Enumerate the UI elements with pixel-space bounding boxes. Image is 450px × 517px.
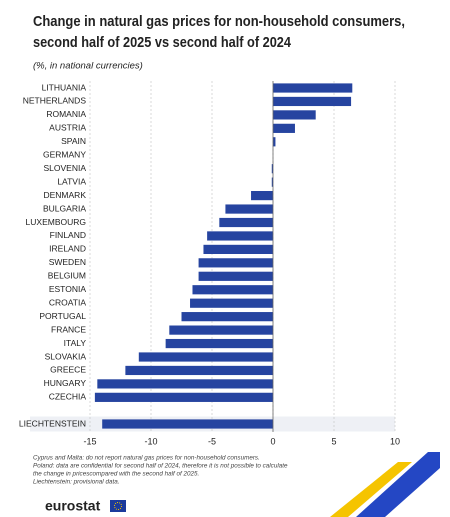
y-tick-label: ITALY xyxy=(64,338,87,348)
y-tick-label: HUNGARY xyxy=(44,378,87,388)
eu-flag-stars xyxy=(114,502,122,510)
x-tick-label: -15 xyxy=(83,436,96,446)
bar xyxy=(94,392,273,402)
y-tick-label: DENMARK xyxy=(43,190,86,200)
logo-text: eurostat xyxy=(45,498,101,514)
footnote: Cyprus and Malta: do not report natural … xyxy=(33,455,260,462)
chart-subtitle: (%, in national currencies) xyxy=(33,61,143,72)
bar xyxy=(225,204,273,214)
y-tick-label: ROMANIA xyxy=(46,109,86,119)
bar xyxy=(219,217,273,228)
bar xyxy=(192,285,273,295)
x-tick-label: 10 xyxy=(390,436,400,446)
y-tick-label: SLOVENIA xyxy=(43,163,86,173)
footnote: the change in pricescompared with the se… xyxy=(33,471,199,478)
footnote: Poland: data are confidential for second… xyxy=(33,463,288,470)
decoration xyxy=(330,462,412,517)
bar xyxy=(273,123,295,133)
eu-flag xyxy=(110,500,126,512)
bar xyxy=(271,164,273,174)
y-tick-label: BULGARIA xyxy=(43,203,86,213)
x-tick-label: -10 xyxy=(144,436,157,446)
y-tick-label: GERMANY xyxy=(43,150,86,160)
y-tick-label: CROATIA xyxy=(49,297,86,307)
bar xyxy=(273,83,353,93)
bar xyxy=(198,258,273,268)
bar xyxy=(169,325,273,335)
bar xyxy=(181,312,273,322)
y-tick-label: LITHUANIA xyxy=(42,82,87,92)
y-tick-label: GREECE xyxy=(50,365,86,375)
x-tick-label: 0 xyxy=(270,436,275,446)
bar xyxy=(273,96,352,107)
bar xyxy=(273,137,276,147)
y-tick-label: AUSTRIA xyxy=(49,123,86,133)
y-tick-label: LUXEMBOURG xyxy=(26,217,86,227)
bar xyxy=(138,352,273,362)
y-tick-label: FRANCE xyxy=(51,324,86,334)
bar xyxy=(102,419,273,429)
bar xyxy=(251,191,273,201)
footnote: Liechtenstein: provisional data. xyxy=(33,479,119,486)
x-tick-label: -5 xyxy=(208,436,216,446)
bar xyxy=(203,244,273,254)
y-tick-label: IRELAND xyxy=(49,244,86,254)
bar xyxy=(190,298,273,308)
y-tick-label: NETHERLANDS xyxy=(23,96,87,106)
chart-title: second half of 2025 vs second half of 20… xyxy=(33,34,292,51)
y-tick-label: PORTUGAL xyxy=(39,311,86,321)
bar xyxy=(125,365,273,376)
y-tick-label: SWEDEN xyxy=(49,257,86,267)
y-tick-label: ESTONIA xyxy=(49,284,86,294)
bar xyxy=(97,379,273,389)
bar xyxy=(207,231,273,241)
y-tick-label: FINLAND xyxy=(50,230,86,240)
chart-title: Change in natural gas prices for non-hou… xyxy=(33,13,405,30)
bar xyxy=(165,338,273,349)
y-tick-label: SLOVAKIA xyxy=(45,351,87,361)
decoration xyxy=(356,452,440,517)
bar xyxy=(271,177,273,187)
y-tick-label: CZECHIA xyxy=(49,392,87,402)
x-tick-label: 5 xyxy=(331,436,336,446)
y-tick-label: LATVIA xyxy=(57,176,86,186)
y-tick-label: SPAIN xyxy=(61,136,86,146)
y-tick-label: BELGIUM xyxy=(48,271,86,281)
bar xyxy=(273,110,316,120)
bar xyxy=(198,271,273,281)
y-tick-label: LIECHTENSTEIN xyxy=(19,418,86,428)
